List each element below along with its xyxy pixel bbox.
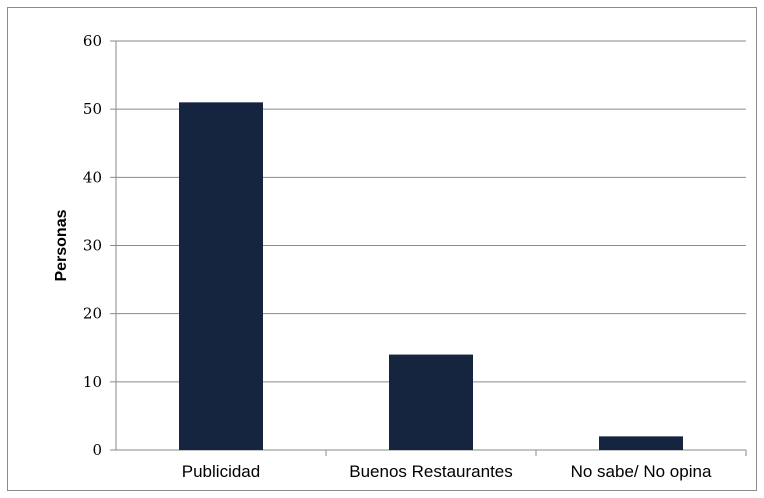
- y-tick-label: 40: [83, 168, 102, 186]
- chart-frame: [7, 7, 757, 491]
- bar-1: [389, 354, 473, 450]
- y-axis-ticks: 0 10 20 30 40 50 60: [83, 32, 102, 459]
- y-tick-label: 20: [83, 305, 102, 323]
- y-tick-label: 10: [83, 373, 102, 391]
- x-axis-categories: Publicidad Buenos Restaurantes No sabe/ No…: [182, 462, 712, 481]
- bar-2: [599, 436, 683, 450]
- y-axis-label: Personas: [53, 209, 70, 281]
- bars: [179, 102, 683, 450]
- bar-0: [179, 102, 263, 450]
- x-category-label: No sabe/ No opina: [571, 462, 712, 481]
- y-tick-label: 50: [83, 100, 102, 118]
- x-category-label: Buenos Restaurantes: [349, 462, 513, 481]
- y-tick-label: 30: [83, 237, 102, 255]
- x-category-label: Publicidad: [182, 462, 260, 481]
- y-tick-label: 60: [83, 32, 102, 50]
- y-tick-label: 0: [92, 441, 102, 459]
